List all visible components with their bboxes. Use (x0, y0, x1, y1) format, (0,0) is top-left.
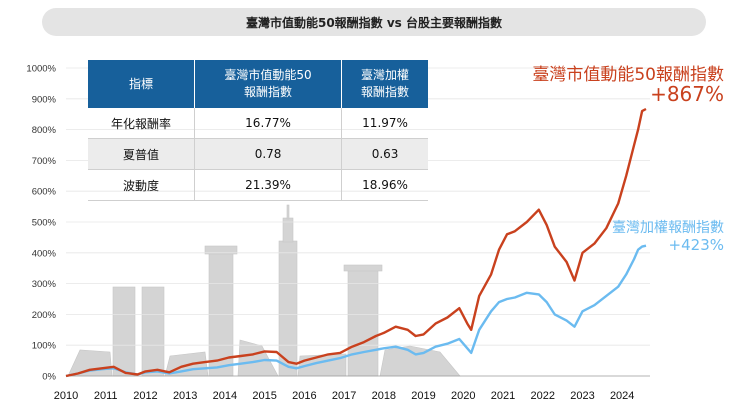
x-tick-label: 2012 (133, 390, 157, 402)
table-row: 年化報酬率 16.77% 11.97% (88, 108, 428, 139)
table-row: 波動度 21.39% 18.96% (88, 169, 428, 201)
series-label-taiex: 臺灣加權報酬指數 (612, 220, 724, 236)
table-header-taiex: 臺灣加權 報酬指數 (341, 60, 428, 108)
cell-taiex-annual-return: 11.97% (341, 108, 428, 139)
x-tick-label: 2014 (213, 390, 237, 402)
stats-table-header: 指標 臺灣市值動能50 報酬指數 臺灣加權 報酬指數 (88, 60, 428, 108)
table-header-metric: 指標 (88, 60, 195, 108)
stats-table: 指標 臺灣市值動能50 報酬指數 臺灣加權 報酬指數 年化報酬率 16.77% … (88, 60, 428, 201)
row-label-volatility: 波動度 (88, 169, 195, 201)
y-tick-label: 400% (32, 248, 57, 259)
x-tick-label: 2023 (570, 390, 594, 402)
cell-momentum50-sharpe: 0.78 (194, 138, 343, 170)
y-tick-label: 100% (32, 341, 57, 352)
x-tick-label: 2011 (94, 390, 118, 402)
x-tick-label: 2015 (252, 390, 276, 402)
x-axis-ticks: 2010 2011 2012 2013 2014 2015 2016 2017 2018 2019… (54, 390, 635, 402)
row-label-annual-return: 年化報酬率 (88, 108, 195, 139)
y-tick-label: 300% (32, 279, 57, 290)
y-tick-label: 1000% (26, 64, 56, 75)
y-tick-label: 0% (42, 372, 56, 383)
table-header-momentum50: 臺灣市值動能50 報酬指數 (194, 60, 343, 108)
x-tick-label: 2016 (292, 390, 316, 402)
x-tick-label: 2024 (610, 390, 634, 402)
cell-taiex-volatility: 18.96% (341, 169, 428, 201)
x-tick-label: 2018 (372, 390, 396, 402)
series-line-momentum50 (65, 107, 647, 378)
x-tick-label: 2022 (530, 390, 554, 402)
series-return-taiex: +423% (668, 236, 724, 254)
series-line-taiex (65, 244, 647, 378)
chart-title: 臺灣市值動能50報酬指數 vs 台股主要報酬指數 (42, 8, 706, 36)
x-tick-label: 2013 (173, 390, 197, 402)
y-tick-label: 600% (32, 187, 57, 198)
cell-momentum50-volatility: 21.39% (194, 169, 343, 201)
y-tick-label: 900% (32, 94, 57, 105)
x-tick-label: 2010 (54, 390, 78, 402)
x-tick-label: 2020 (451, 390, 475, 402)
series-label-momentum50: 臺灣市值動能50報酬指數 (532, 65, 724, 85)
x-tick-label: 2017 (332, 390, 356, 402)
y-axis-ticks: 0% 100% 200% 300% 400% 500% 600% 700% 800% 900% 10… (26, 64, 56, 383)
cell-momentum50-annual-return: 16.77% (194, 108, 343, 139)
table-row: 夏普值 0.78 0.63 (88, 138, 428, 170)
series-lines (65, 107, 647, 378)
y-tick-label: 800% (32, 125, 57, 136)
x-tick-label: 2019 (411, 390, 435, 402)
cell-taiex-sharpe: 0.63 (341, 138, 428, 170)
y-tick-label: 200% (32, 310, 57, 321)
row-label-sharpe: 夏普值 (88, 138, 195, 170)
series-return-momentum50: +867% (650, 82, 724, 106)
y-tick-label: 500% (32, 218, 57, 229)
y-tick-label: 700% (32, 156, 57, 167)
x-tick-label: 2021 (491, 390, 515, 402)
